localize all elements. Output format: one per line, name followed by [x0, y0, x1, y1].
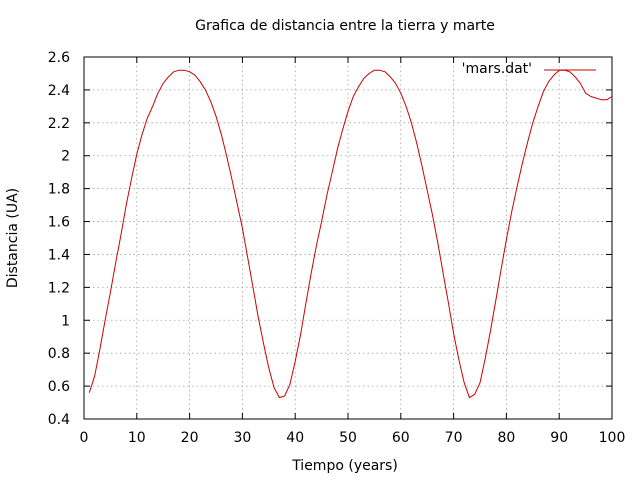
y-tick-label: 1.4	[48, 247, 70, 263]
y-tick-label: 1.8	[48, 182, 70, 198]
plot-frame	[83, 56, 613, 420]
y-tick-label: 0.6	[48, 379, 70, 395]
series-line	[88, 69, 613, 399]
x-tick-label: 50	[339, 430, 357, 446]
series-layer	[88, 69, 613, 399]
x-tick-label: 90	[550, 430, 568, 446]
x-tick-label: 40	[286, 430, 304, 446]
grid	[84, 57, 612, 419]
x-tick-label: 100	[599, 430, 626, 446]
y-tick-label: 2.6	[48, 50, 70, 66]
legend: 'mars.dat'	[462, 61, 596, 77]
x-tick-label: 0	[80, 430, 89, 446]
x-tick-label: 70	[445, 430, 463, 446]
x-axis-label: Tiempo (years)	[291, 458, 398, 474]
x-tick-label: 20	[181, 430, 199, 446]
x-tick-label: 30	[233, 430, 251, 446]
y-tick-label: 2.4	[48, 83, 70, 99]
y-axis-label: Distancia (UA)	[5, 188, 21, 288]
y-tick-label: 1.2	[48, 280, 70, 296]
y-tick-label: 2.2	[48, 116, 70, 132]
x-tick-label: 80	[497, 430, 515, 446]
y-tick-label: 2	[61, 149, 70, 165]
tick-labels: 0 10 20 30 40 50 60 70 80 90 100 0.4 0.6 0.8 1 1.2 1.4 1.…	[48, 50, 626, 446]
legend-label: 'mars.dat'	[462, 61, 532, 77]
x-tick-label: 60	[392, 430, 410, 446]
x-tick-label: 10	[128, 430, 146, 446]
y-tick-label: 1	[61, 313, 70, 329]
y-tick-label: 0.8	[48, 346, 70, 362]
chart-title: Grafica de distancia entre la tierra y m…	[195, 18, 495, 34]
y-tick-label: 0.4	[48, 412, 70, 428]
y-tick-label: 1.6	[48, 215, 70, 231]
